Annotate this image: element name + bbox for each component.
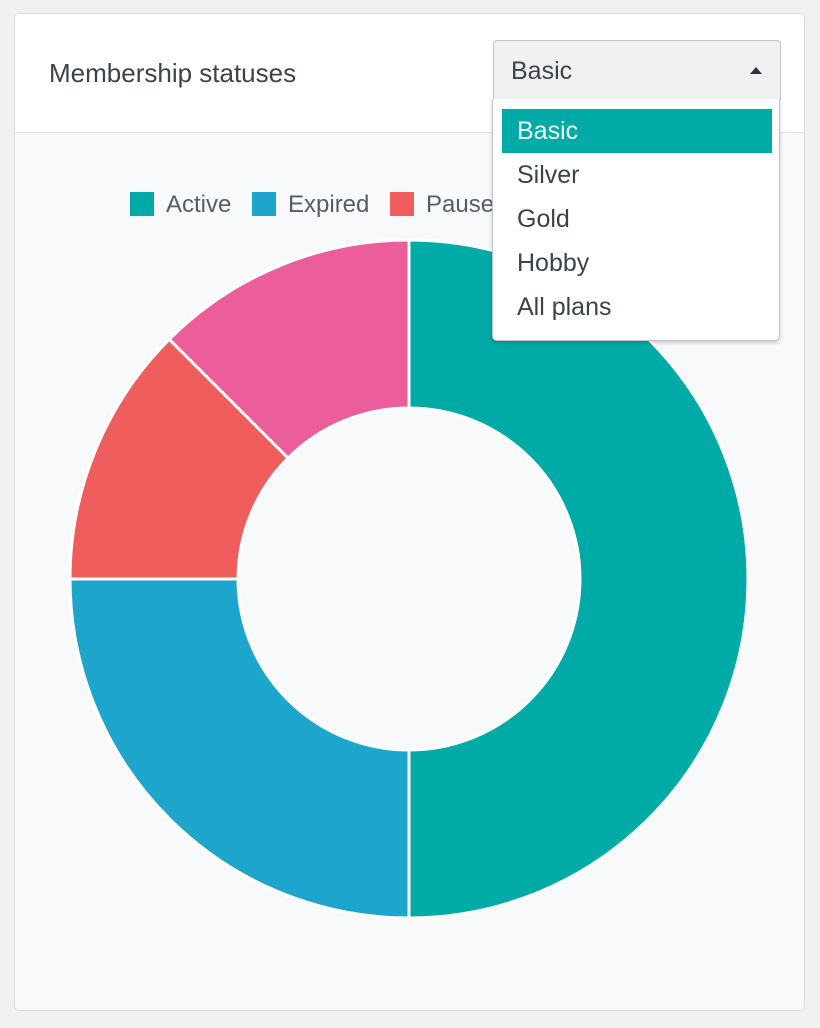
plan-select-value: Basic [511, 57, 573, 85]
plan-select[interactable]: Basic [493, 40, 781, 100]
plan-option-basic[interactable]: Basic [502, 109, 772, 153]
widget-title: Membership statuses [49, 58, 297, 88]
plan-option-gold[interactable]: Gold [517, 205, 570, 233]
card-header: Membership statuses Basic [15, 14, 804, 133]
caret-up-icon [750, 67, 762, 74]
plan-option-hobby[interactable]: Hobby [517, 249, 590, 277]
plan-option-silver[interactable]: Silver [517, 161, 580, 189]
plan-option-all-plans[interactable]: All plans [517, 293, 612, 321]
plan-dropdown: Basic Silver Gold Hobby All plans [492, 99, 780, 341]
